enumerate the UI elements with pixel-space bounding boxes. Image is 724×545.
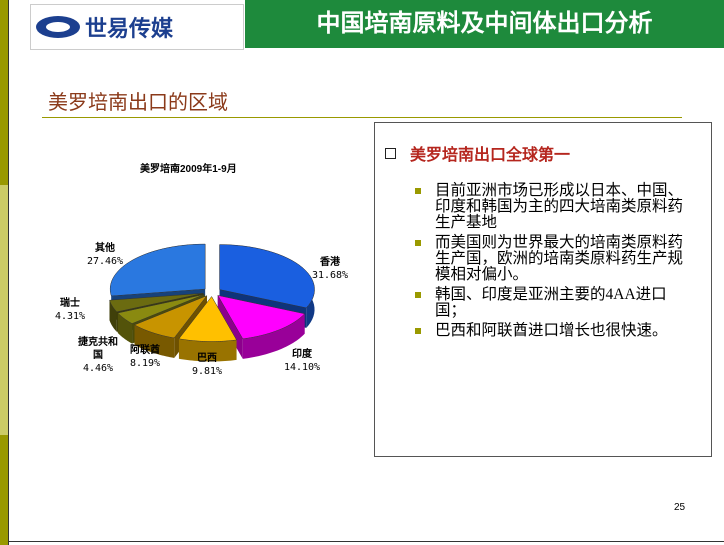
pie-slice: [117, 294, 205, 324]
chart-title: 美罗培南2009年1-9月: [140, 164, 237, 175]
pie-side: [109, 300, 117, 332]
category-label: 印度: [292, 349, 312, 360]
logo-text: 世易传媒: [85, 16, 174, 41]
heading-text: 美罗培南出口全球第一: [410, 147, 571, 164]
pie-slice: [219, 244, 315, 309]
data-label: 香港 31.68%: [300, 256, 360, 282]
title-bar: 中国培南原料及中间体出口分析: [245, 0, 724, 48]
data-label: 其他 27.46%: [75, 242, 135, 268]
data-label: 印度 14.10%: [272, 348, 332, 374]
logo-icon: [36, 16, 80, 38]
pie-chart: [109, 243, 315, 362]
panel: 美罗培南出口全球第一 目前亚洲市场已形成以日本、中国、印度和韩国为主的四大培南类…: [374, 122, 712, 457]
pie-slice: [217, 295, 306, 340]
pie-slice: [133, 295, 208, 339]
bullet-item: 目前亚洲市场已形成以日本、中国、印度和韩国为主的四大培南类原料药生产基地: [407, 183, 691, 231]
side-strip: [0, 185, 8, 435]
pie-side: [217, 295, 243, 359]
pie-side: [178, 338, 237, 362]
pie-side: [134, 324, 175, 358]
value-label: 31.68%: [311, 270, 349, 281]
heading-bullet: [385, 147, 396, 159]
side-strip: [0, 435, 8, 545]
data-label: 巴西 9.81%: [177, 352, 237, 378]
value-label: 27.46%: [86, 256, 124, 267]
data-label: 阿联酋 8.19%: [115, 344, 175, 370]
bottom-line: [8, 541, 724, 542]
pie-slice: [178, 296, 237, 342]
logo: 世易传媒: [30, 4, 244, 50]
page-number: 25: [674, 502, 686, 513]
rule: [42, 117, 682, 118]
value-label: 14.10%: [283, 362, 321, 373]
data-label: 捷克共和国 4.46%: [68, 336, 128, 375]
bullet-item: 韩国、印度是亚洲主要的4AA进口国；: [407, 287, 691, 319]
subtitle: 美罗培南出口的区域: [48, 92, 228, 114]
pie-slice: [109, 243, 206, 297]
side-line: [8, 0, 9, 545]
side-strip: [0, 0, 8, 185]
category-label: 捷克共和国: [78, 337, 118, 361]
bullet-item: 而美国则为世界最大的培南类原料药生产国，欧洲的培南类原料药生产规模相对偏小。: [407, 235, 691, 283]
category-label: 巴西: [197, 353, 217, 364]
category-label: 香港: [320, 257, 340, 268]
value-label: 8.19%: [129, 358, 161, 369]
data-label: 瑞士 4.31%: [40, 297, 100, 323]
category-label: 阿联酋: [130, 345, 160, 356]
category-label: 其他: [95, 243, 115, 254]
bullet-item: 巴西和阿联酋进口增长也很快速。: [407, 323, 691, 339]
value-label: 4.31%: [54, 311, 86, 322]
pie-side: [242, 313, 305, 359]
category-label: 瑞士: [60, 298, 80, 309]
value-label: 9.81%: [191, 366, 223, 377]
panel-heading: 美罗培南出口全球第一: [385, 141, 711, 165]
pie-slice: [109, 293, 204, 313]
pie-side: [117, 312, 133, 344]
value-label: 4.46%: [82, 363, 114, 374]
